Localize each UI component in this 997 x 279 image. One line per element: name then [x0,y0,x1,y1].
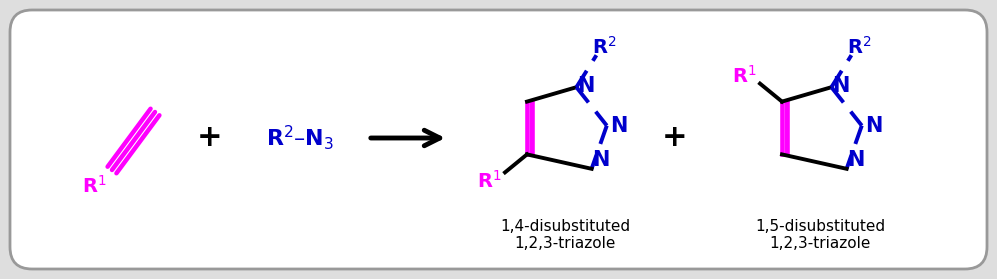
Text: R$^1$: R$^1$ [732,65,757,86]
Text: N: N [832,76,849,96]
Text: +: + [662,124,688,153]
Text: N: N [847,150,865,170]
Text: N: N [864,116,882,136]
Text: R$^2$: R$^2$ [592,36,616,58]
Text: R$^1$: R$^1$ [82,175,107,197]
Text: +: + [197,124,222,153]
Text: N: N [577,76,595,96]
Text: R$^1$: R$^1$ [477,169,501,191]
Text: 1,4-disubstituted
1,2,3-triazole: 1,4-disubstituted 1,2,3-triazole [499,219,630,251]
FancyBboxPatch shape [10,10,987,269]
Text: 1,5-disubstituted
1,2,3-triazole: 1,5-disubstituted 1,2,3-triazole [755,219,885,251]
Text: R$^2$: R$^2$ [847,36,871,58]
Text: N: N [592,150,610,170]
Text: R$^2$–N$_3$: R$^2$–N$_3$ [266,124,334,152]
Text: N: N [610,116,627,136]
